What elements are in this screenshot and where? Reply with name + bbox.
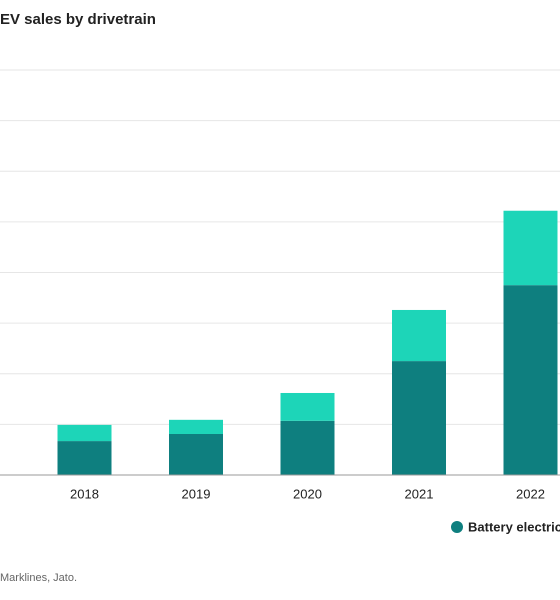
bar-segment [280,420,335,475]
source-note: Marklines, Jato. [0,572,77,584]
bar-segment [392,309,446,362]
legend-label: Battery electric [468,519,560,534]
bar-segment [57,424,112,442]
x-tick-label: 2021 [405,486,434,501]
legend-swatch [451,521,463,533]
chart-title: EV sales by drivetrain [0,11,156,28]
bar-segment [280,392,335,421]
bar-segment [169,419,223,434]
x-tick-label: 2022 [516,486,545,501]
bar-segment [57,441,112,475]
x-tick-label: 2019 [182,486,211,501]
bar-segment [169,433,223,475]
x-tick-label: 2020 [293,486,322,501]
bar-segment [503,285,558,475]
x-tick-label: 2018 [70,486,99,501]
bar-segment [503,210,558,286]
bar-segment [392,361,446,475]
